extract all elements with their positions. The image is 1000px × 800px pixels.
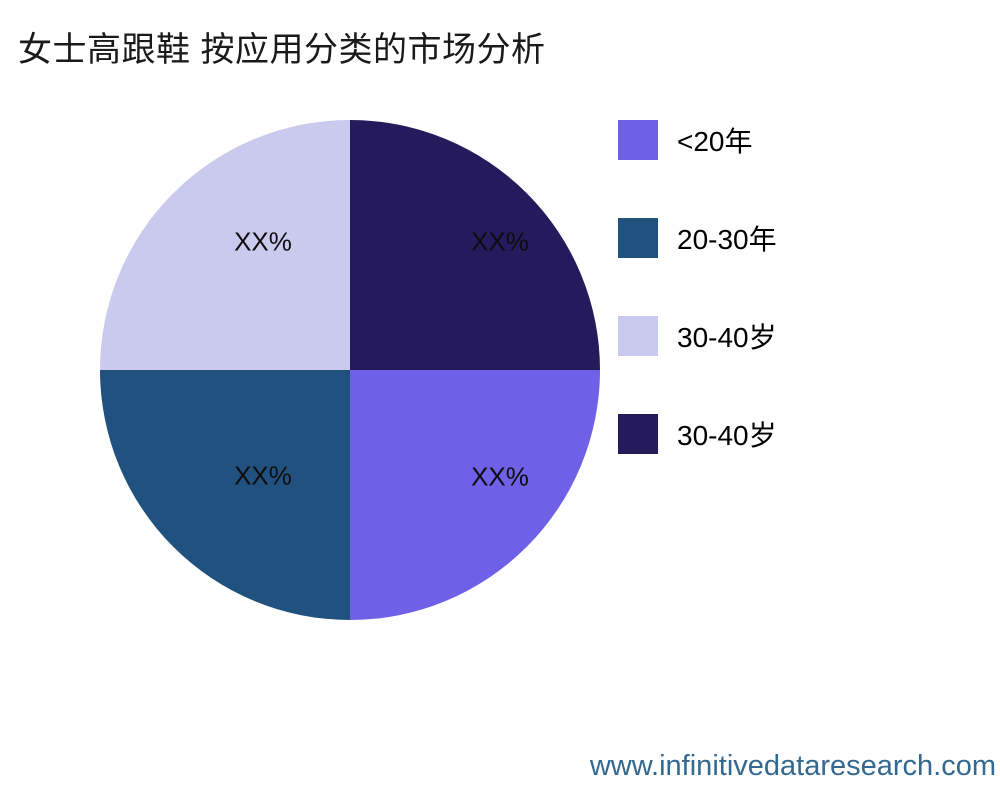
legend-swatch-icon [618,120,658,160]
slice-label-3: XX% [471,226,529,257]
legend-label: 20-30年 [677,224,777,255]
legend-item-1: 20-30年 [618,218,777,258]
pie-slice-3 [350,120,600,370]
chart-legend: <20年 20-30年 30-40岁 30-40岁 [618,120,777,454]
legend-item-0: <20年 [618,120,777,160]
legend-label: <20年 [677,126,753,157]
slice-label-1: XX% [234,460,292,491]
pie-slice-1 [100,370,350,620]
legend-swatch-icon [618,316,658,356]
legend-swatch-icon [618,218,658,258]
pie-slice-2 [100,120,350,370]
legend-item-2: 30-40岁 [618,316,777,356]
legend-swatch-icon [618,414,658,454]
chart-title: 女士高跟鞋 按应用分类的市场分析 [18,31,546,69]
slice-label-0: XX% [471,461,529,492]
pie-chart [100,120,600,620]
website-link[interactable]: www.infinitivedataresearch.com [589,750,996,782]
slice-label-2: XX% [234,226,292,257]
pie-slice-0 [350,370,600,620]
legend-label: 30-40岁 [677,322,777,353]
legend-label: 30-40岁 [677,420,777,451]
legend-item-3: 30-40岁 [618,414,777,454]
